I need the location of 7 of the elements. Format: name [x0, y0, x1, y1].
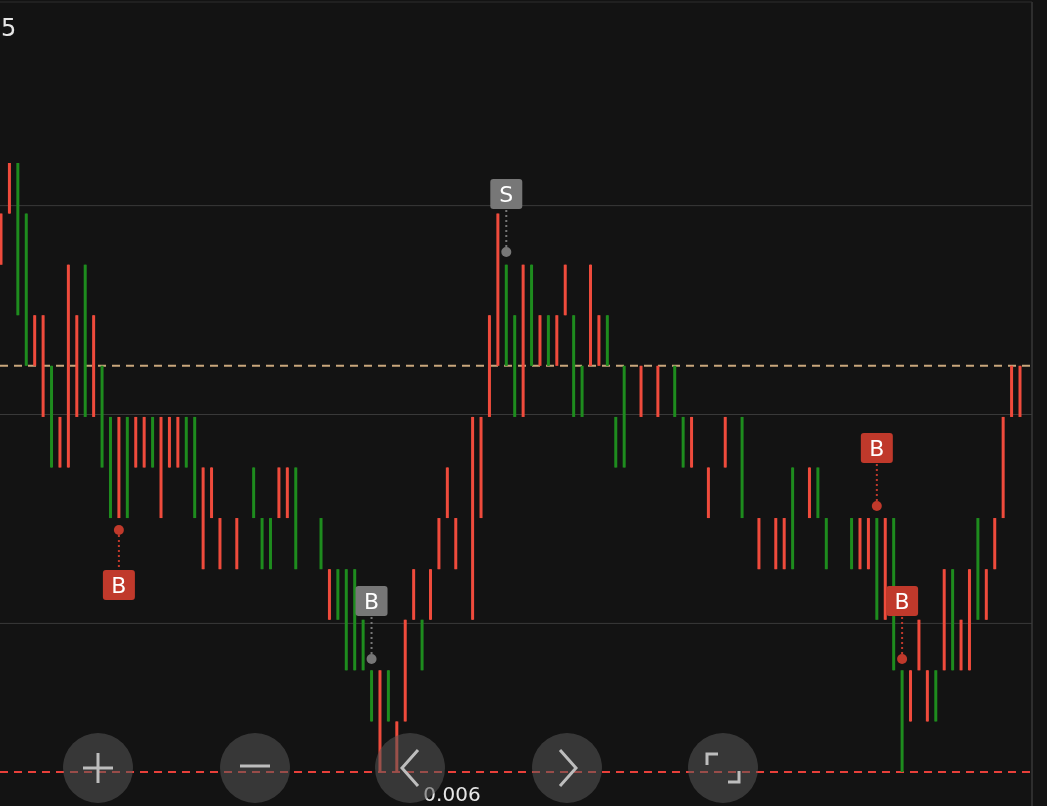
annotation: S [499, 182, 514, 207]
annotation: B [111, 573, 127, 598]
text: 5 [1, 14, 17, 42]
annotation: B [364, 589, 380, 614]
text: 0.006 [423, 782, 481, 806]
annotation: B [869, 436, 885, 461]
annotation: B [894, 589, 910, 614]
